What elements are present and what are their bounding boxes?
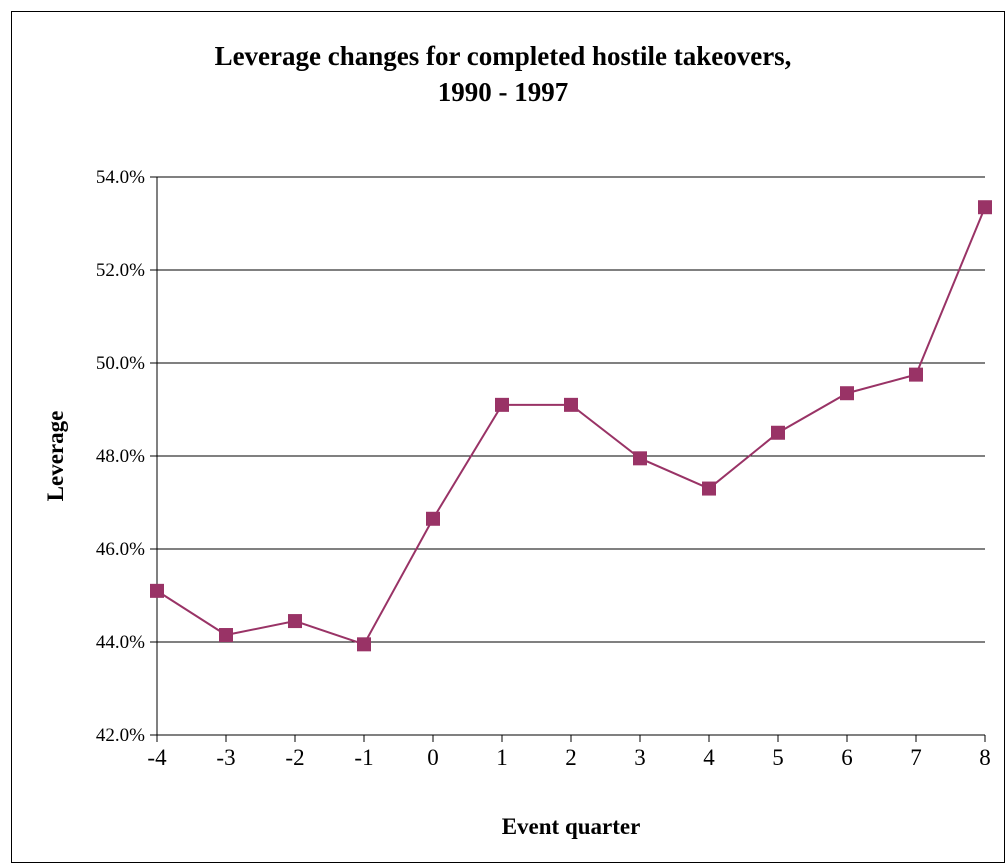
chart-title-line-1: Leverage changes for completed hostile t…	[214, 41, 792, 71]
data-point	[978, 200, 992, 215]
x-tick-label: 8	[979, 745, 991, 770]
data-point	[219, 628, 233, 643]
chart-frame	[11, 11, 1005, 863]
x-tick-label: 6	[841, 745, 853, 770]
x-tick-label: 3	[634, 745, 646, 770]
data-point	[702, 481, 716, 496]
y-tick-label: 52.0%	[96, 260, 145, 281]
x-tick-label: 2	[565, 745, 577, 770]
data-point	[357, 637, 371, 652]
gridlines	[157, 176, 985, 643]
y-tick-label: 44.0%	[96, 632, 145, 653]
chart-title: Leverage changes for completed hostile t…	[0, 38, 1006, 110]
data-point	[150, 583, 164, 598]
y-tick-label: 54.0%	[96, 167, 145, 188]
y-tick-label: 46.0%	[96, 539, 145, 560]
data-point	[495, 397, 509, 412]
y-tick-labels: 42.0% 44.0% 46.0% 48.0% 50.0% 52.0% 54.0%	[96, 167, 145, 746]
x-tick-label: -2	[285, 745, 304, 770]
y-tick-label: 48.0%	[96, 446, 145, 467]
data-point	[909, 367, 923, 382]
series-line	[156, 206, 986, 646]
x-axis-title: Event quarter	[502, 814, 641, 839]
data-point	[288, 614, 302, 629]
chart-title-line-2: 1990 - 1997	[437, 77, 569, 107]
x-tick-label: -4	[147, 745, 167, 770]
axes	[150, 176, 986, 742]
y-tick-label: 42.0%	[96, 725, 145, 746]
x-tick-label: 1	[496, 745, 508, 770]
x-tick-label: 4	[703, 745, 715, 770]
data-point	[633, 451, 647, 466]
data-point	[564, 397, 578, 412]
y-tick-label: 50.0%	[96, 353, 145, 374]
x-tick-label: -3	[216, 745, 235, 770]
x-tick-label: -1	[354, 745, 373, 770]
x-tick-label: 7	[910, 745, 922, 770]
y-axis-title: Leverage	[43, 411, 68, 502]
data-point	[771, 425, 785, 440]
data-point	[840, 386, 854, 401]
data-point	[426, 511, 440, 526]
x-tick-label: 0	[427, 745, 439, 770]
series	[150, 200, 992, 652]
x-tick-label: 5	[772, 745, 784, 770]
x-tick-labels: -4 -3 -2 -1 0 1 2 3 4 5 6 7 8	[147, 745, 990, 770]
